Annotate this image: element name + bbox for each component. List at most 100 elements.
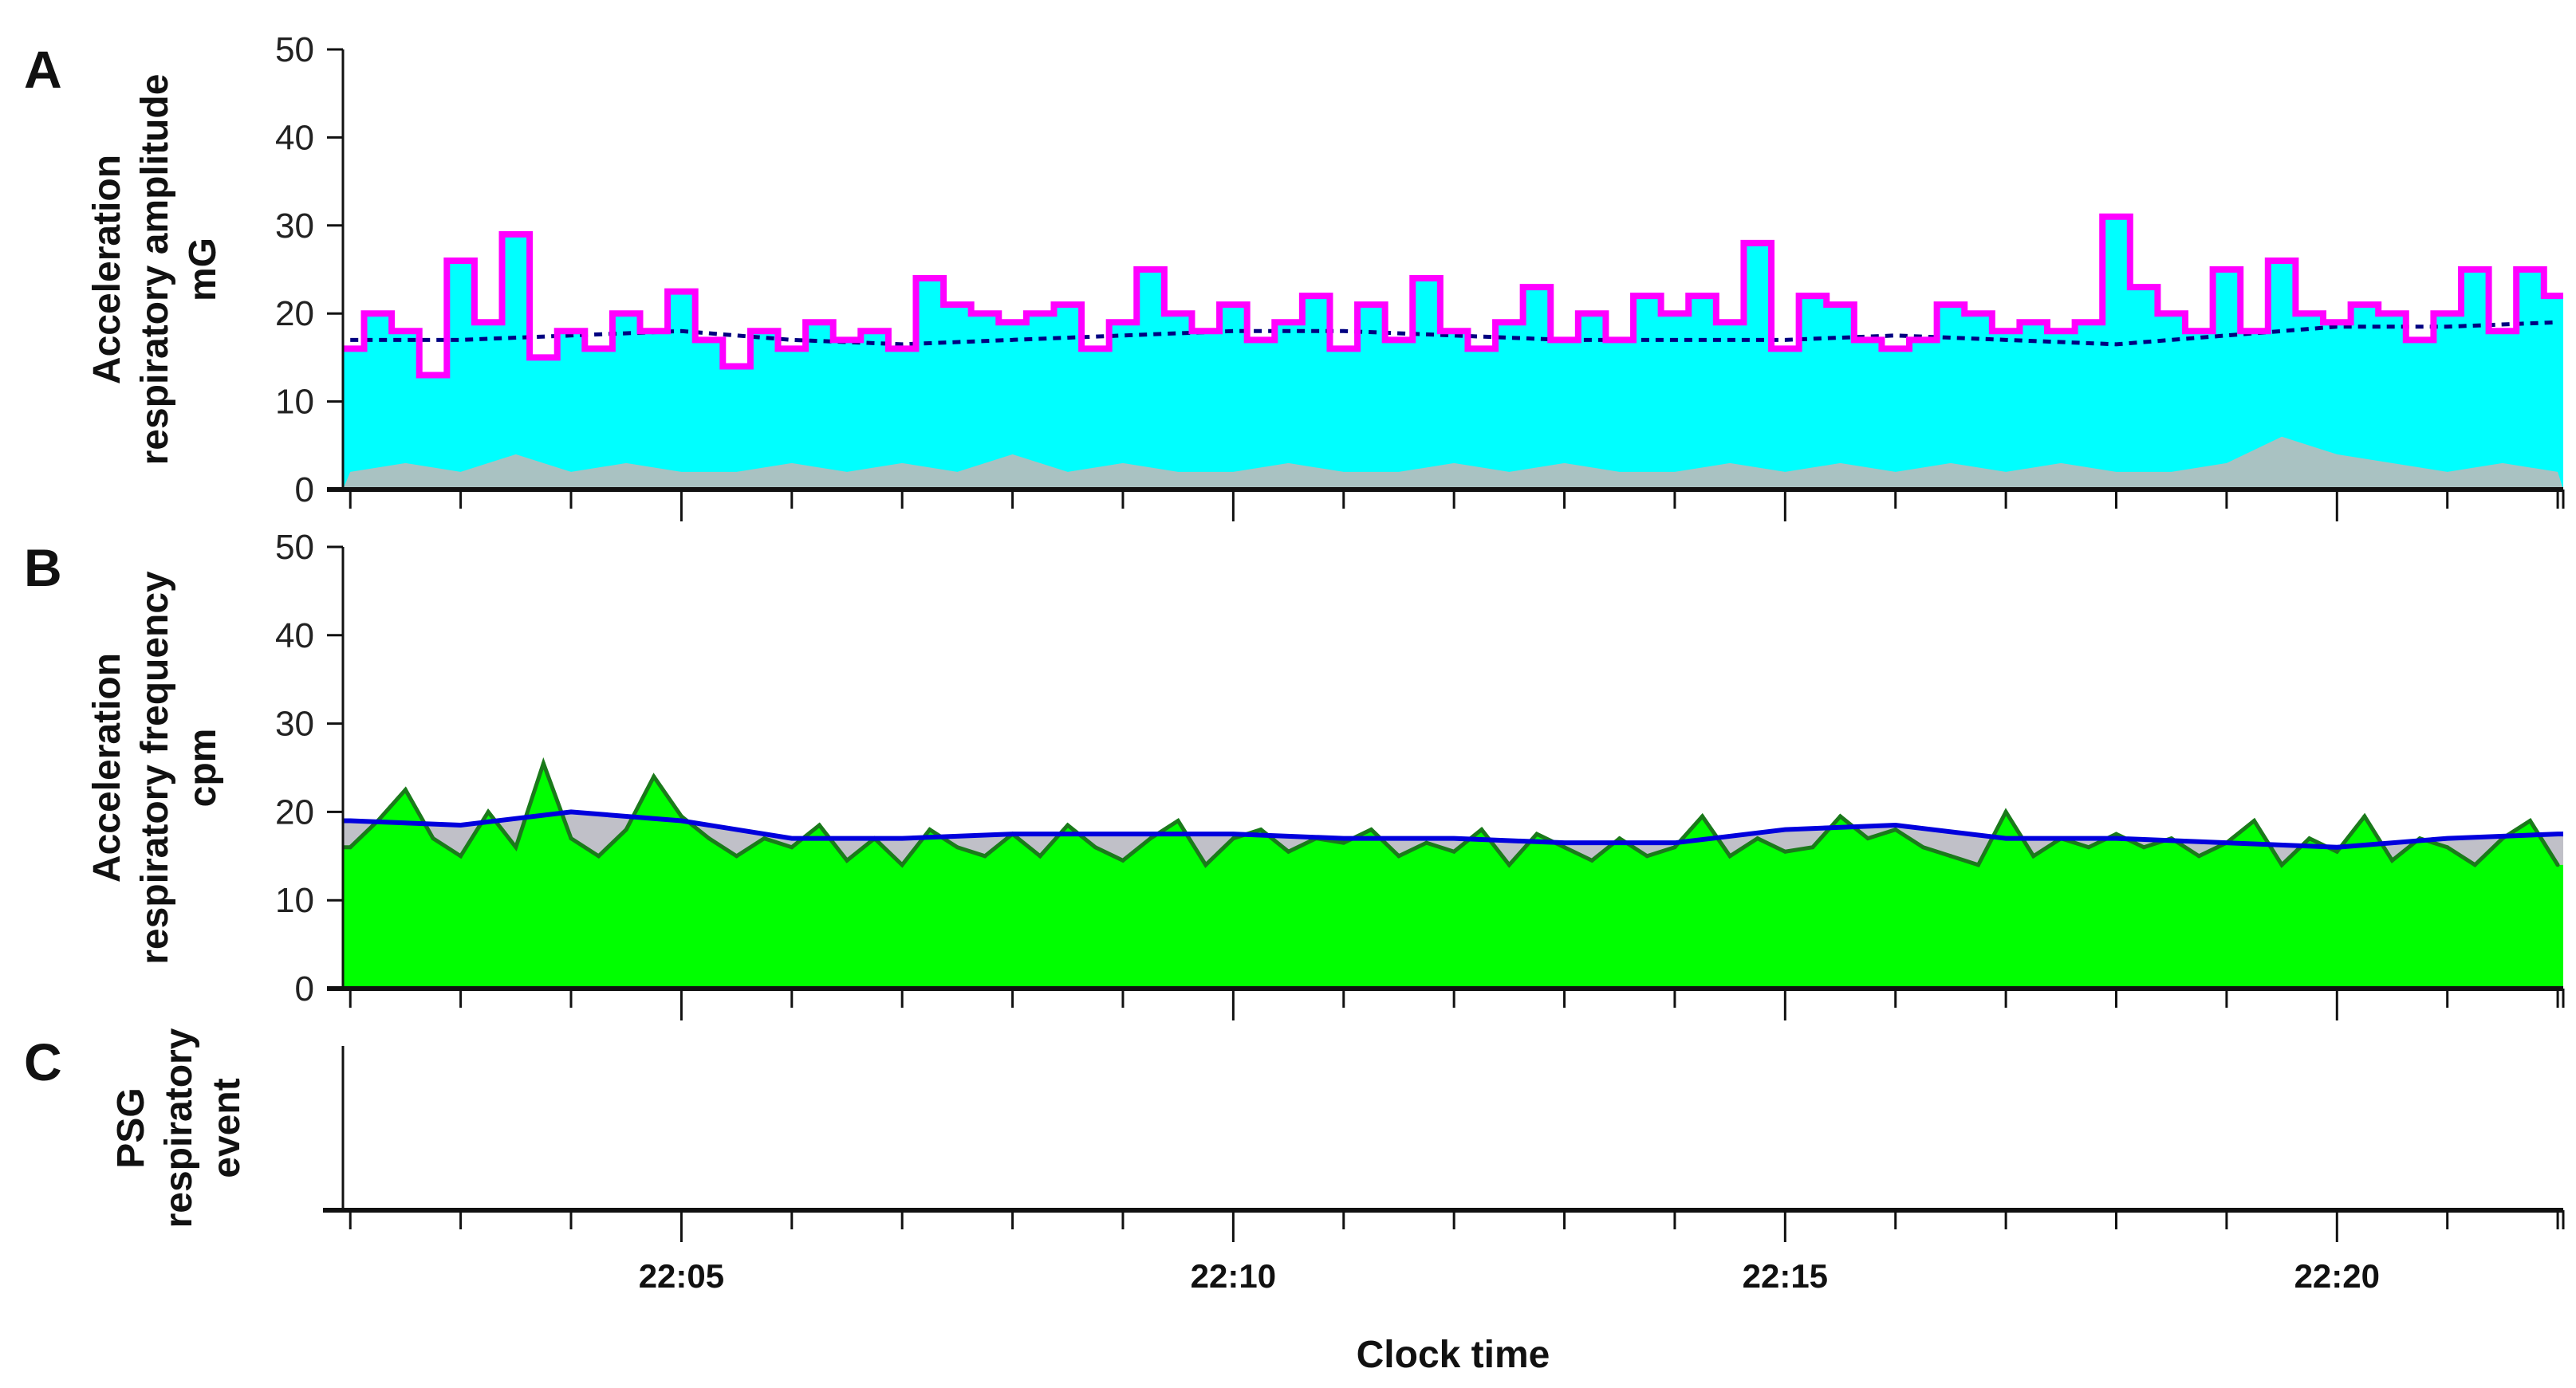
frequency-point: [1479, 828, 1484, 832]
frequency-point: [1065, 823, 1070, 828]
frequency-point: [652, 774, 656, 779]
frequency-point: [1148, 836, 1153, 841]
y-tick-label: 10: [275, 881, 314, 920]
frequency-point: [1451, 849, 1456, 854]
y-axis-title-line: cpm: [182, 729, 224, 808]
amplitude-point: [1065, 302, 1070, 308]
amplitude-point: [844, 337, 849, 343]
frequency-point: [845, 858, 849, 863]
frequency-point: [2527, 818, 2532, 823]
frequency-point: [1369, 828, 1373, 832]
amplitude-point: [707, 337, 712, 343]
amplitude-point: [2527, 267, 2533, 272]
frequency-point: [1865, 836, 1870, 841]
panel-c: C PSG respiratory event: [24, 1028, 2565, 1242]
frequency-point: [514, 845, 518, 850]
frequency-point: [459, 854, 463, 859]
amplitude-point: [1038, 311, 1043, 317]
y-tick-label: 30: [275, 206, 314, 246]
amplitude-point: [2472, 267, 2478, 272]
amplitude-point: [486, 320, 491, 325]
amplitude-fill-area: [343, 216, 2563, 490]
frequency-point: [955, 845, 959, 850]
amplitude-point: [2168, 311, 2174, 317]
x-axis: 22:05 22:10 22:15 22:20: [639, 1257, 2380, 1295]
amplitude-point: [1231, 302, 1236, 308]
amplitude-point: [1755, 240, 1760, 246]
amplitude-point: [900, 346, 905, 352]
frequency-point: [1231, 836, 1235, 841]
y-tick-label: 50: [275, 30, 314, 69]
frequency-point: [486, 809, 490, 814]
amplitude-point: [624, 311, 629, 317]
frequency-point: [2389, 858, 2394, 863]
amplitude-point: [1920, 337, 1926, 343]
amplitude-point: [1672, 311, 1677, 317]
frequency-point: [1121, 858, 1125, 863]
y-axis-title-line: PSG: [110, 1087, 152, 1168]
amplitude-point: [2030, 320, 2036, 325]
amplitude-point: [1176, 311, 1181, 317]
frequency-point: [431, 836, 435, 841]
frequency-point: [2252, 818, 2257, 823]
frequency-point: [2307, 836, 2312, 841]
frequency-point: [900, 863, 904, 867]
frequency-point: [1562, 845, 1567, 850]
amplitude-point: [2141, 285, 2147, 290]
y-tick-label: 0: [295, 969, 314, 1009]
amplitude-point: [2417, 337, 2423, 343]
amplitude-point: [1479, 346, 1484, 352]
frequency-point: [679, 814, 683, 819]
frequency-point: [1589, 858, 1594, 863]
frequency-point: [2362, 814, 2367, 819]
amplitude-point: [375, 311, 380, 317]
frequency-point: [1976, 863, 1981, 867]
frequency-point: [1176, 818, 1180, 823]
amplitude-point: [1010, 320, 1015, 325]
amplitude-point: [1341, 346, 1346, 352]
x-axis-title: Clock time: [1357, 1334, 1550, 1376]
frequency-point: [2472, 863, 2477, 867]
frequency-point: [1672, 845, 1677, 850]
frequency-point: [2031, 854, 2036, 859]
x-tick-label: 22:05: [639, 1257, 724, 1295]
frequency-point: [1203, 863, 1208, 867]
frequency-point: [1755, 836, 1760, 841]
frequency-point: [624, 828, 628, 832]
amplitude-point: [1893, 346, 1898, 352]
amplitude-point: [1120, 320, 1125, 325]
frequency-point: [1644, 854, 1649, 859]
amplitude-point: [679, 289, 684, 294]
y-tick-label: 40: [275, 118, 314, 157]
frequency-point: [2141, 845, 2146, 850]
amplitude-point: [1865, 337, 1871, 343]
frequency-point: [2003, 809, 2008, 814]
frequency-point: [735, 854, 739, 859]
amplitude-point: [2086, 320, 2091, 325]
amplitude-point: [789, 346, 794, 352]
amplitude-point: [1424, 276, 1429, 281]
frequency-point: [1838, 814, 1843, 819]
amplitude-point: [1562, 337, 1567, 343]
frequency-point: [1617, 836, 1622, 841]
y-axis-title-line: respiratory frequency: [134, 571, 176, 965]
amplitude-point: [1837, 302, 1843, 308]
panel-letter: B: [24, 538, 62, 597]
median-line: [350, 320, 2558, 347]
amplitude-point: [2196, 328, 2202, 334]
frequency-point: [983, 854, 987, 859]
frequency-point: [1424, 840, 1429, 845]
amplitude-point: [1727, 320, 1733, 325]
frequency-point: [1341, 840, 1346, 845]
x-tick-label: 22:20: [2294, 1257, 2380, 1295]
frequency-point: [1258, 828, 1263, 832]
frequency-point: [1700, 814, 1705, 819]
y-axis-title-line: respiratory: [158, 1028, 200, 1228]
frequency-point: [707, 836, 711, 841]
x-tick-label: 22:15: [1743, 1257, 1828, 1295]
frequency-point: [2114, 832, 2119, 836]
amplitude-point: [2251, 328, 2257, 334]
frequency-point: [790, 845, 794, 850]
y-axis-title-line: event: [206, 1078, 248, 1178]
y-axis-title-line: respiratory amplitude: [134, 74, 176, 466]
